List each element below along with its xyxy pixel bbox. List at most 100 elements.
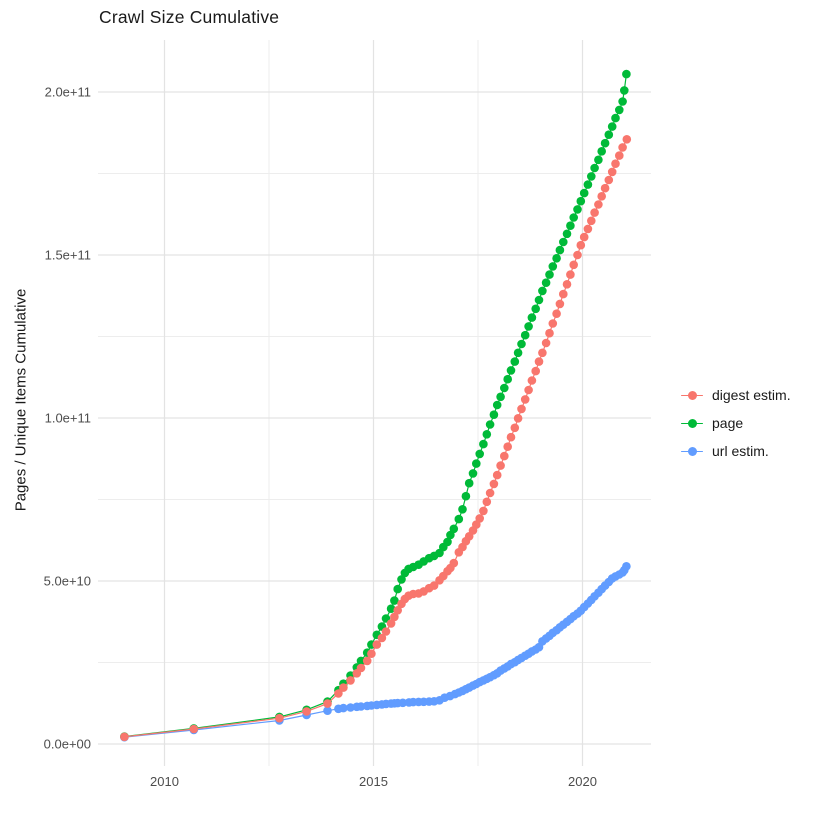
data-point-page xyxy=(579,188,589,198)
legend-dot-page xyxy=(687,418,697,428)
data-point-digest xyxy=(562,280,572,289)
data-point-digest xyxy=(372,640,382,649)
data-point-page xyxy=(555,245,565,255)
y-tick-label: 1.5e+11 xyxy=(45,248,91,263)
data-point-digest xyxy=(482,497,492,507)
data-point-digest xyxy=(429,581,439,590)
data-point-page xyxy=(562,229,572,239)
data-point-page xyxy=(506,366,516,375)
data-point-url xyxy=(339,703,348,713)
data-point-page xyxy=(618,97,627,106)
data-point-digest xyxy=(597,192,606,201)
data-point-digest xyxy=(323,699,332,708)
y-tick-label: 5.0e+10 xyxy=(44,574,91,589)
data-point-page xyxy=(538,286,547,296)
data-point-page xyxy=(472,459,481,468)
data-point-digest xyxy=(120,732,129,742)
data-point-digest xyxy=(618,143,627,152)
data-point-page xyxy=(475,449,485,459)
data-point-digest xyxy=(339,683,348,692)
data-point-page xyxy=(503,374,512,384)
data-point-digest xyxy=(548,319,558,328)
y-tick-label: 1.0e+11 xyxy=(45,411,91,426)
data-point-page xyxy=(482,430,492,439)
data-point-digest xyxy=(587,216,596,226)
data-point-digest xyxy=(555,299,565,309)
data-point-digest xyxy=(538,348,547,358)
data-point-page xyxy=(386,604,396,613)
data-point-page xyxy=(496,392,505,402)
data-point-page xyxy=(531,304,540,314)
data-point-digest xyxy=(541,338,551,348)
data-point-page xyxy=(524,322,533,331)
data-point-page xyxy=(587,172,596,181)
data-point-digest xyxy=(527,376,537,385)
data-point-page xyxy=(545,270,554,279)
data-point-page xyxy=(620,86,629,95)
x-tick-label: 2015 xyxy=(359,774,388,789)
data-point-digest xyxy=(479,506,488,516)
data-point-page xyxy=(449,524,459,534)
data-point-digest xyxy=(622,135,632,144)
data-point-digest xyxy=(510,423,520,433)
legend-label-page: page xyxy=(712,415,744,431)
data-point-digest xyxy=(489,479,499,489)
data-point-page xyxy=(615,105,624,115)
data-point-page xyxy=(492,400,502,410)
data-point-page xyxy=(479,439,488,449)
legend-item-digest: digest estim. xyxy=(681,381,791,409)
data-point-page xyxy=(527,313,537,322)
legend-label-digest: digest estim. xyxy=(712,387,791,403)
series-url xyxy=(120,562,631,742)
data-point-digest xyxy=(566,270,575,279)
chart-title: Crawl Size Cumulative xyxy=(99,7,280,27)
data-point-digest xyxy=(334,689,343,698)
data-point-digest xyxy=(615,151,624,160)
y-tick-label: 0.0e+00 xyxy=(44,737,91,752)
data-point-digest xyxy=(492,470,502,480)
data-point-digest xyxy=(611,159,620,168)
legend-item-page: page xyxy=(681,409,791,437)
legend-item-url: url estim. xyxy=(681,437,791,465)
series-digest xyxy=(120,135,632,742)
data-point-page xyxy=(607,122,617,131)
data-point-digest xyxy=(381,627,391,636)
data-point-digest xyxy=(362,656,372,666)
data-point-page xyxy=(583,180,593,189)
data-point-digest xyxy=(607,167,617,177)
data-point-page xyxy=(604,130,614,139)
data-point-digest xyxy=(356,663,366,673)
legend-key-url-icon xyxy=(681,443,703,459)
data-point-page xyxy=(393,584,403,594)
legend-dot-digest xyxy=(687,390,697,400)
data-point-page xyxy=(597,147,606,156)
data-point-digest xyxy=(576,240,586,250)
data-point-digest xyxy=(189,724,199,734)
data-point-url xyxy=(356,702,366,711)
data-point-digest xyxy=(500,451,509,461)
data-point-page xyxy=(590,163,599,173)
series-page xyxy=(120,69,631,741)
data-point-page xyxy=(443,537,452,547)
data-point-digest xyxy=(393,606,403,615)
data-point-digest xyxy=(545,328,554,338)
data-point-page xyxy=(517,339,526,349)
data-point-digest xyxy=(534,357,544,366)
data-point-digest xyxy=(573,250,582,260)
data-point-digest xyxy=(386,619,396,628)
data-point-digest xyxy=(520,395,530,404)
data-point-digest xyxy=(275,713,284,723)
data-point-page xyxy=(573,205,582,214)
data-point-page xyxy=(458,505,467,514)
data-point-page xyxy=(600,138,610,148)
data-point-page xyxy=(534,295,544,305)
data-point-digest xyxy=(390,612,399,622)
legend: digest estim. page url estim. xyxy=(681,381,791,465)
data-point-page xyxy=(390,596,399,605)
data-point-digest xyxy=(346,676,355,685)
data-point-page xyxy=(489,410,499,420)
data-point-digest xyxy=(506,432,516,442)
legend-key-digest-icon xyxy=(681,387,703,403)
data-point-page xyxy=(576,196,586,206)
data-point-page xyxy=(468,469,478,478)
